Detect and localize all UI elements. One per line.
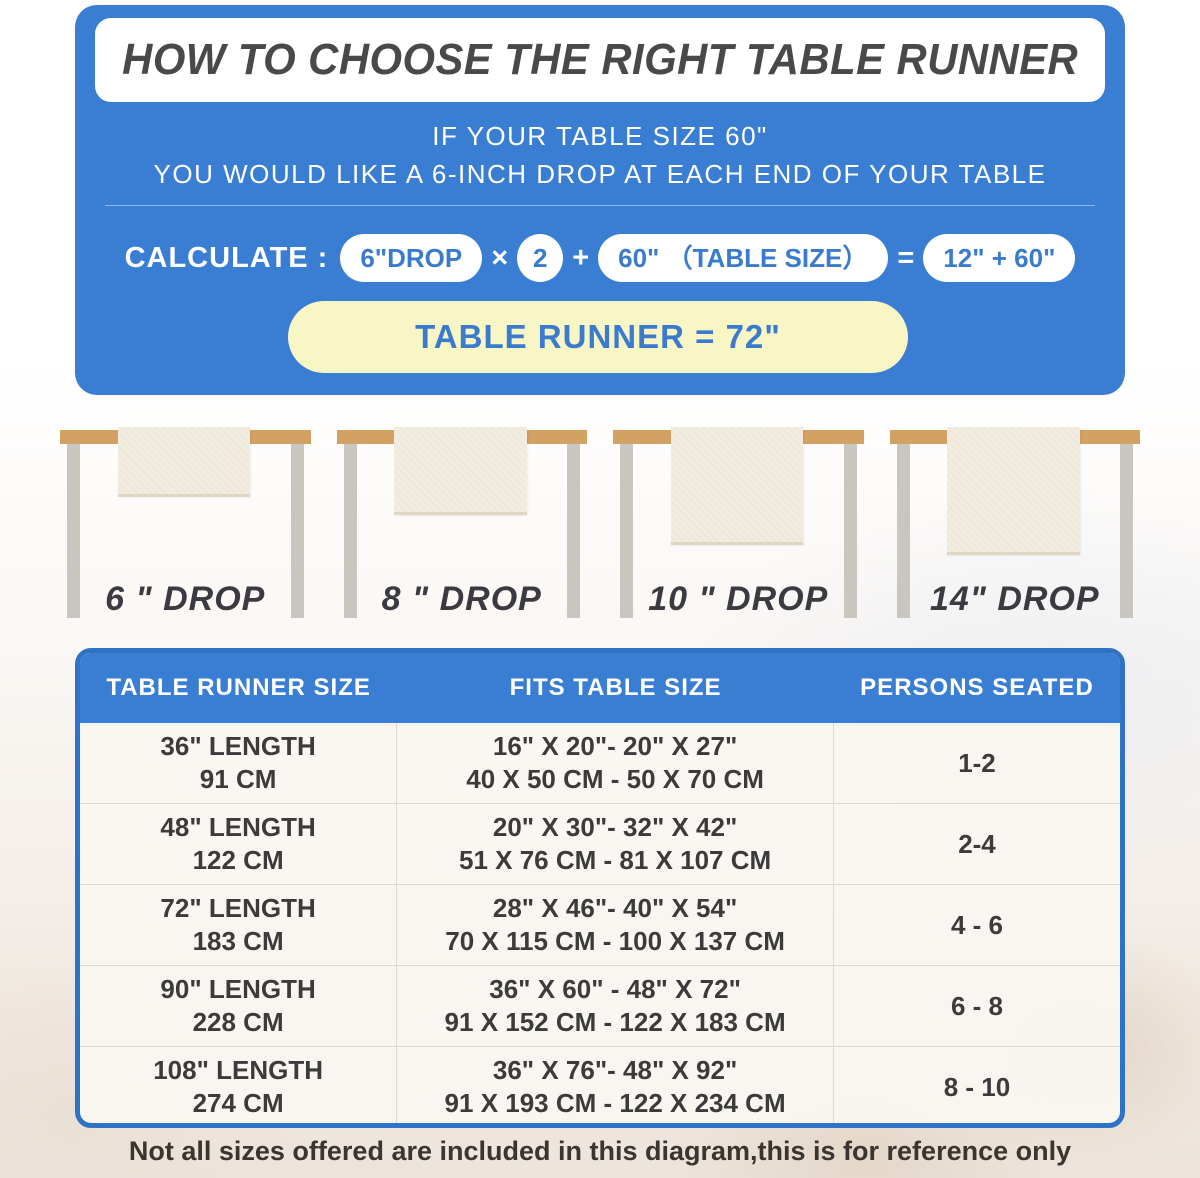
result-pill: TABLE RUNNER = 72" [288, 301, 908, 373]
fits-size-cell: 20" X 30"- 32" X 42" 51 X 76 CM - 81 X 1… [397, 804, 834, 884]
calculate-row: CALCULATE : 6"DROP × 2 + 60" （TABLE SIZE… [75, 234, 1125, 282]
table-leg-left [67, 444, 80, 618]
table-leg-right [843, 444, 857, 618]
table-row: 48" LENGTH 122 CM 20" X 30"- 32" X 42" 5… [80, 804, 1120, 885]
size-reference-table: TABLE RUNNER SIZE FITS TABLE SIZE PERSON… [75, 648, 1125, 1128]
drop-label: 10 " DROP [648, 580, 829, 618]
factor-pill: 2 [517, 234, 564, 282]
footer-note: Not all sizes offered are included in th… [128, 1136, 1072, 1166]
fits-size-inches: 28" X 46"- 40" X 54" [492, 893, 738, 923]
table-leg-left [620, 444, 633, 618]
runner-size-cm: 183 CM [192, 926, 284, 956]
drop-illustration-8in: 8 " DROP [336, 420, 587, 625]
persons-cell: 1-2 [958, 747, 996, 778]
runner-size-inches: 108" LENGTH [153, 1055, 323, 1085]
fits-size-inches: 36" X 76"- 48" X 92" [492, 1055, 738, 1085]
persons-cell: 8 - 10 [943, 1071, 1011, 1102]
drop-illustrations-row: 6 " DROP 8 " DROP 10 " DROP 14" DROP [60, 420, 1140, 625]
multiply-operator: × [491, 241, 509, 274]
drop-value-pill: 6"DROP [340, 234, 483, 282]
runner-size-inches: 48" LENGTH [160, 812, 316, 842]
table-leg-left [343, 444, 357, 618]
drop-label: 8 " DROP [381, 580, 542, 618]
runner-size-inches: 36" LENGTH [160, 731, 316, 761]
table-row: 108" LENGTH 274 CM 36" X 76"- 48" X 92" … [80, 1047, 1120, 1123]
drop-illustration-6in: 6 " DROP [60, 420, 311, 625]
runner-size-inches: 72" LENGTH [160, 893, 316, 923]
fits-size-cell: 28" X 46"- 40" X 54" 70 X 115 CM - 100 X… [397, 885, 834, 965]
sum-pill: 12" + 60" [923, 234, 1076, 282]
table-leg-right [290, 444, 304, 618]
page-title: HOW TO CHOOSE THE RIGHT TABLE RUNNER [121, 35, 1079, 84]
runner-size-cm: 91 CM [199, 764, 277, 794]
runner-size-inches: 90" LENGTH [160, 974, 316, 1004]
fits-size-cell: 16" X 20"- 20" X 27" 40 X 50 CM - 50 X 7… [397, 723, 834, 803]
intro-line-1: IF YOUR TABLE SIZE 60" [432, 121, 768, 151]
table-row: 90" LENGTH 228 CM 36" X 60" - 48" X 72" … [80, 966, 1120, 1047]
runner-size-cell: 108" LENGTH 274 CM [80, 1047, 398, 1123]
plus-operator: + [572, 241, 590, 274]
fits-size-cm: 51 X 76 CM - 81 X 107 CM [459, 845, 772, 875]
result-text: TABLE RUNNER = 72" [415, 318, 781, 355]
fits-size-inches: 36" X 60" - 48" X 72" [489, 974, 741, 1004]
instructions-panel: HOW TO CHOOSE THE RIGHT TABLE RUNNER IF … [75, 5, 1125, 395]
fits-size-cm: 70 X 115 CM - 100 X 137 CM [445, 926, 785, 956]
drop-illustration-10in: 10 " DROP [613, 420, 864, 625]
table-runner-graphic [947, 427, 1080, 555]
runner-size-cm: 274 CM [192, 1088, 284, 1118]
table-row: 36" LENGTH 91 CM 16" X 20"- 20" X 27" 40… [80, 723, 1120, 804]
header-col-runner-size: TABLE RUNNER SIZE [106, 674, 371, 701]
title-card: HOW TO CHOOSE THE RIGHT TABLE RUNNER [95, 18, 1105, 102]
drop-label: 14" DROP [929, 580, 1100, 618]
intro-line-2: YOU WOULD LIKE A 6-INCH DROP AT EACH END… [153, 159, 1047, 189]
header-col-persons: PERSONS SEATED [860, 674, 1094, 701]
drop-illustration-14in: 14" DROP [889, 420, 1140, 625]
table-runner-graphic [394, 427, 527, 515]
fits-size-cm: 40 X 50 CM - 50 X 70 CM [466, 764, 764, 794]
divider-line [105, 205, 1095, 206]
fits-size-cm: 91 X 193 CM - 122 X 234 CM [444, 1088, 786, 1118]
runner-size-cell: 48" LENGTH 122 CM [80, 804, 398, 884]
table-leg-left [896, 444, 910, 618]
table-leg-right [567, 444, 580, 618]
calculate-label: CALCULATE : [124, 241, 329, 274]
persons-cell: 2-4 [958, 828, 996, 859]
fits-size-cell: 36" X 60" - 48" X 72" 91 X 152 CM - 122 … [397, 966, 834, 1046]
table-size-pill: 60" （TABLE SIZE） [598, 234, 889, 282]
table-runner-graphic [117, 427, 251, 497]
equals-operator: = [897, 241, 915, 274]
runner-size-cm: 228 CM [192, 1007, 284, 1037]
size-table-header: TABLE RUNNER SIZE FITS TABLE SIZE PERSON… [80, 653, 1120, 723]
persons-cell: 4 - 6 [950, 909, 1003, 940]
table-leg-right [1120, 444, 1133, 618]
fits-size-cm: 91 X 152 CM - 122 X 183 CM [444, 1007, 786, 1037]
header-col-fits-size: FITS TABLE SIZE [509, 674, 722, 701]
fits-size-cell: 36" X 76"- 48" X 92" 91 X 193 CM - 122 X… [397, 1047, 834, 1123]
runner-size-cell: 90" LENGTH 228 CM [80, 966, 398, 1046]
runner-size-cell: 72" LENGTH 183 CM [80, 885, 398, 965]
table-row: 72" LENGTH 183 CM 28" X 46"- 40" X 54" 7… [80, 885, 1120, 966]
fits-size-inches: 16" X 20"- 20" X 27" [492, 731, 738, 761]
runner-size-cell: 36" LENGTH 91 CM [80, 723, 398, 803]
fits-size-inches: 20" X 30"- 32" X 42" [492, 812, 738, 842]
runner-size-cm: 122 CM [192, 845, 284, 875]
persons-cell: 6 - 8 [950, 990, 1003, 1021]
drop-label: 6 " DROP [105, 580, 266, 618]
table-runner-graphic [670, 427, 804, 545]
